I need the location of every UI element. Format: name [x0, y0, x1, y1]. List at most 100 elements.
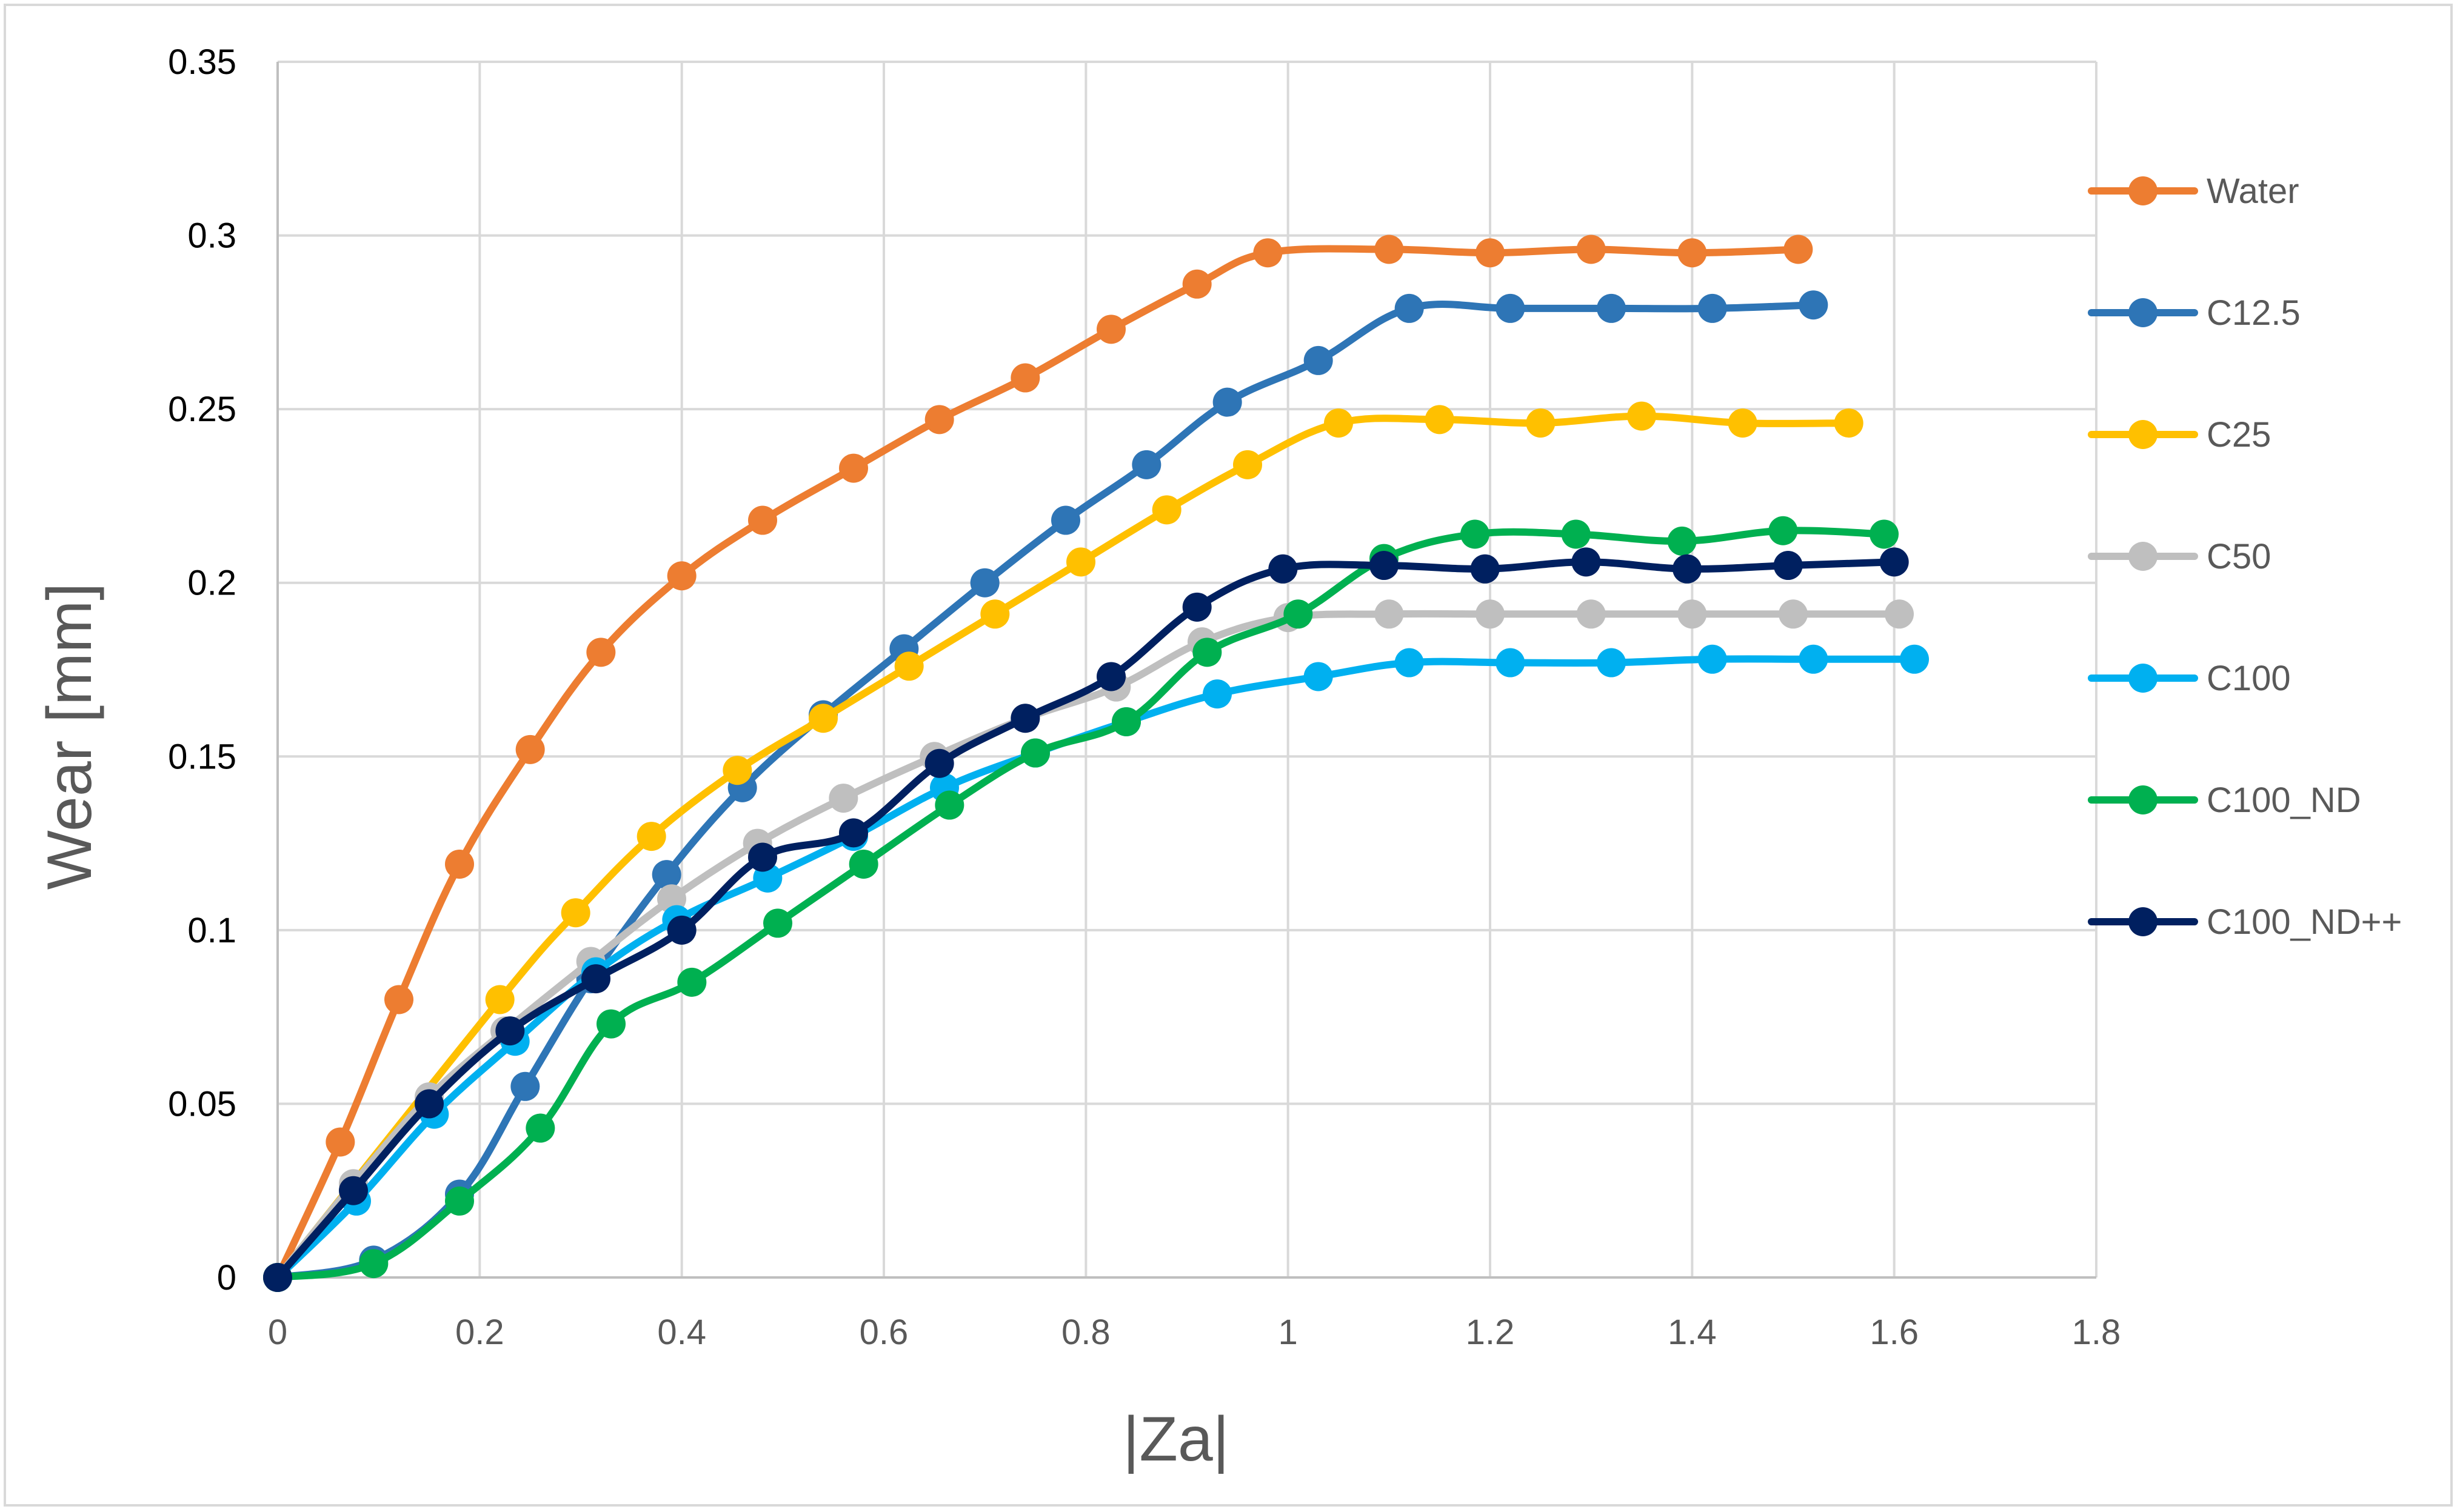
- data-point: [445, 849, 474, 879]
- data-point: [667, 915, 697, 945]
- legend-label: C100: [2207, 659, 2291, 698]
- data-point: [359, 1249, 389, 1279]
- data-point: [894, 651, 924, 681]
- data-point: [1571, 547, 1601, 577]
- data-point: [1303, 345, 1333, 375]
- data-point: [415, 1089, 444, 1119]
- data-point: [839, 818, 868, 848]
- series-lines: [263, 235, 1929, 1292]
- data-point: [1268, 554, 1298, 584]
- x-tick-label: 0.8: [1061, 1313, 1111, 1352]
- y-tick-label: 0.25: [168, 390, 236, 429]
- y-tick-label: 0.3: [187, 216, 236, 256]
- data-point: [1677, 238, 1707, 268]
- data-point: [586, 638, 616, 667]
- legend-label: C100_ND: [2207, 781, 2361, 820]
- data-point: [924, 405, 954, 435]
- data-point: [1476, 599, 1505, 629]
- x-tick-label: 1.6: [1870, 1313, 1919, 1352]
- x-tick-label: 0.4: [657, 1313, 706, 1352]
- data-point: [1561, 519, 1591, 549]
- data-point: [763, 908, 792, 938]
- data-point: [1182, 269, 1212, 299]
- data-point: [1900, 644, 1929, 674]
- data-point: [1233, 450, 1262, 479]
- series-water: [263, 235, 1813, 1292]
- data-point: [924, 748, 954, 778]
- data-point: [677, 967, 707, 997]
- legend-label: C100_ND++: [2207, 902, 2402, 942]
- data-point: [1051, 505, 1080, 535]
- series-c25: [263, 401, 1863, 1292]
- y-tick-label: 0.15: [168, 737, 236, 776]
- x-tick-label: 1.8: [2072, 1313, 2121, 1352]
- legend-item: C50: [2088, 537, 2271, 576]
- data-point: [1374, 235, 1404, 264]
- data-point: [1394, 648, 1424, 678]
- legend-label: C25: [2207, 415, 2271, 455]
- legend-item: C100_ND: [2088, 781, 2361, 820]
- data-point: [1879, 547, 1909, 577]
- data-point: [1576, 235, 1606, 264]
- data-point: [1799, 644, 1828, 674]
- data-point: [1021, 738, 1050, 768]
- series-c12-5: [263, 290, 1828, 1292]
- data-point: [1627, 401, 1656, 431]
- data-point: [1132, 450, 1161, 479]
- series-c50: [263, 599, 1914, 1292]
- y-tick-label: 0.35: [168, 42, 236, 82]
- data-point: [263, 1263, 292, 1292]
- legend-swatch-marker: [2128, 664, 2158, 693]
- series-line: [274, 412, 1853, 1281]
- series-c100: [263, 644, 1929, 1292]
- line-chart: 0 0.2 0.4 0.6 0.8 1 1.2 1.4 1.6 1.8 0 0.05 0.1 0.15 0.…: [35, 42, 2402, 1474]
- legend-swatch-marker: [2128, 907, 2158, 936]
- data-point: [809, 704, 838, 733]
- data-point: [839, 453, 868, 483]
- data-point: [526, 1113, 555, 1143]
- legend-swatch-marker: [2128, 420, 2158, 449]
- legend-label: C50: [2207, 537, 2271, 576]
- series-line: [274, 527, 1888, 1281]
- data-point: [1369, 551, 1399, 581]
- data-point: [723, 756, 752, 785]
- data-point: [667, 561, 697, 591]
- data-point: [1768, 516, 1798, 545]
- data-point: [1667, 526, 1697, 556]
- data-point: [1834, 408, 1863, 438]
- series-line: [274, 301, 1817, 1281]
- series-c100-nd: [263, 516, 1899, 1292]
- data-point: [637, 822, 666, 851]
- data-point: [1203, 679, 1232, 709]
- data-point: [1303, 662, 1333, 691]
- data-point: [1374, 599, 1404, 629]
- data-point: [1677, 599, 1707, 629]
- data-point: [510, 1071, 540, 1101]
- data-point: [1799, 290, 1828, 320]
- data-point: [485, 985, 515, 1014]
- data-point: [445, 1186, 474, 1216]
- x-tick-label: 0.6: [860, 1313, 909, 1352]
- legend-item: C100_ND++: [2088, 902, 2402, 942]
- data-point: [1152, 495, 1182, 525]
- data-point: [1779, 599, 1808, 629]
- y-tick-label: 0.2: [187, 564, 236, 603]
- data-point: [1697, 644, 1727, 674]
- data-point: [1097, 662, 1126, 691]
- axes: [276, 62, 2096, 1279]
- data-point: [515, 734, 545, 764]
- legend-swatch-marker: [2128, 298, 2158, 327]
- y-tick-label: 0: [217, 1258, 236, 1297]
- data-point: [970, 568, 1000, 598]
- data-point: [1783, 235, 1813, 264]
- data-point: [597, 1009, 626, 1039]
- data-point: [1885, 599, 1914, 629]
- legend-swatch-marker: [2128, 785, 2158, 814]
- data-point: [1324, 408, 1353, 438]
- data-point: [1476, 238, 1505, 268]
- legend-label: C12.5: [2207, 293, 2301, 333]
- legend-item: Water: [2088, 172, 2299, 211]
- data-point: [1011, 363, 1040, 393]
- data-point: [1697, 293, 1727, 323]
- legend-swatch-marker: [2128, 542, 2158, 571]
